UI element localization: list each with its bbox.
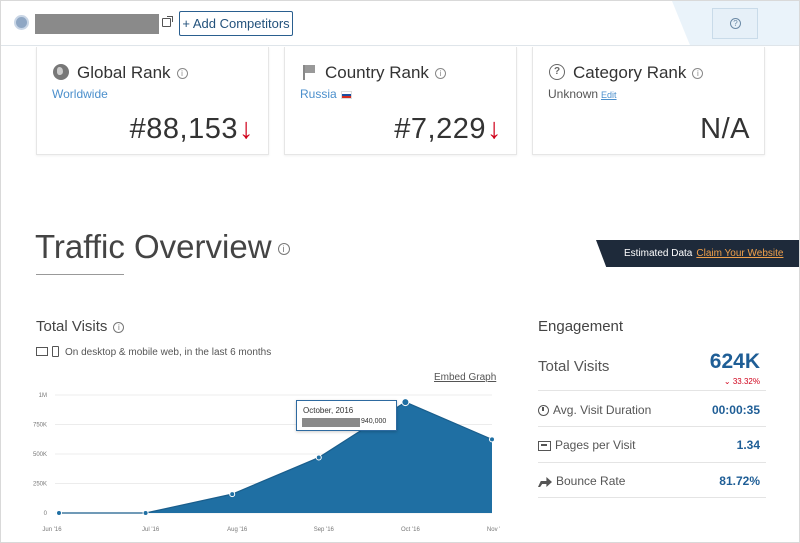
question-icon: ? [549,64,565,80]
edit-category-link[interactable]: Edit [601,90,617,100]
embed-graph-link[interactable]: Embed Graph [434,372,497,383]
trend-down-icon: ↓ [487,113,502,145]
flag-icon [301,64,317,80]
data-point [56,510,62,516]
x-tick-label: Nov '16 [487,527,500,533]
chart-tooltip: October, 2016 940,000 [296,400,397,431]
engagement-row: Bounce Rate 81.72% [538,463,766,498]
y-tick-label: 0 [44,511,48,517]
pages-per-visit-label: Pages per Visit [555,438,636,452]
x-tick-label: Oct '16 [401,527,420,533]
info-icon[interactable]: i [434,68,446,79]
russia-flag-icon [340,91,352,99]
engagement-title: Engagement [538,318,624,335]
engagement-total-visits-change: 33.32% [732,377,760,386]
avg-visit-duration-label: Avg. Visit Duration [553,403,652,417]
x-tick-label: Aug '16 [227,527,248,533]
category-rank-value: N/A [700,113,750,145]
help-icon: ? [730,18,741,29]
y-tick-label: 250K [33,482,47,488]
help-button[interactable]: ? [712,8,758,39]
data-point [142,510,149,516]
global-rank-value: #88,153 [129,113,238,145]
data-point [489,436,495,443]
country-rank-value: #7,229 [394,113,486,145]
pages-per-visit-value: 1.34 [736,438,760,452]
engagement-row: Pages per Visit 1.34 [538,427,766,463]
x-tick-label: Jun '16 [42,527,62,533]
engagement-total-visits-row: Total Visits 624K ⌄ 33.32% [538,348,766,391]
engagement-total-visits-label: Total Visits [538,358,610,375]
info-icon[interactable]: i [176,68,188,79]
country-rank-subtitle[interactable]: Russia [300,87,337,101]
estimated-data-label: Estimated Data [624,248,693,259]
bounce-rate-label: Bounce Rate [556,474,626,488]
top-bar: + Add Competitors ? [0,0,800,46]
visits-area [59,402,492,513]
claim-website-link[interactable]: Claim Your Website [696,248,784,259]
estimated-data-banner: Estimated Data Claim Your Website [596,240,800,267]
trend-down-icon: ↓ [239,113,254,145]
x-tick-label: Jul '16 [142,527,160,533]
tooltip-redacted-label [302,418,360,427]
bounce-icon [538,477,552,487]
site-favicon-icon [14,15,29,30]
total-visits-title: Total Visits [36,318,108,335]
x-tick-label: Sep '16 [314,527,335,533]
external-link-icon[interactable] [162,16,173,27]
add-competitors-button[interactable]: + Add Competitors [179,11,293,36]
device-note: On desktop & mobile web, in the last 6 m… [65,347,272,358]
mobile-icon [52,346,59,357]
avg-visit-duration-value: 00:00:35 [711,403,760,417]
engagement-row: Avg. Visit Duration 00:00:35 [538,391,766,427]
category-rank-subtitle: Unknown [548,87,599,101]
visits-line [59,401,493,514]
bounce-rate-value: 81.72% [719,474,760,488]
info-icon[interactable]: i [277,243,290,255]
y-tick-label: 500K [33,452,47,458]
info-icon[interactable]: i [692,68,704,79]
desktop-icon [36,347,48,356]
traffic-overview-title: Traffic Overview [35,228,272,265]
category-rank-title: Category Rank [573,63,687,82]
data-point [315,454,322,461]
title-underline [36,274,124,275]
data-point [229,491,236,498]
data-point [401,398,410,407]
country-rank-card: Country Rank i Russia #7,229↓ [284,47,517,155]
tooltip-date: October, 2016 [303,406,354,415]
y-tick-label: 1M [39,393,47,399]
pages-icon [538,441,551,451]
info-icon[interactable]: i [113,322,125,333]
global-rank-title: Global Rank [77,63,171,82]
y-tick-label: 750K [33,423,47,429]
category-rank-card: ? Category Rank i Unknown Edit N/A [532,47,765,155]
globe-icon [53,64,69,80]
engagement-total-visits-value: 624K [709,350,760,373]
site-name-redacted [35,14,159,34]
tooltip-value: 940,000 [361,418,387,425]
global-rank-card: Global Rank i Worldwide #88,153↓ [36,47,269,155]
clock-icon [538,405,549,416]
total-visits-chart[interactable]: 0 250K 500K 750K 1M Jun '16 Jul '16 Aug '16 Sep … [30,385,500,535]
global-rank-subtitle[interactable]: Worldwide [52,87,108,101]
country-rank-title: Country Rank [325,63,429,82]
